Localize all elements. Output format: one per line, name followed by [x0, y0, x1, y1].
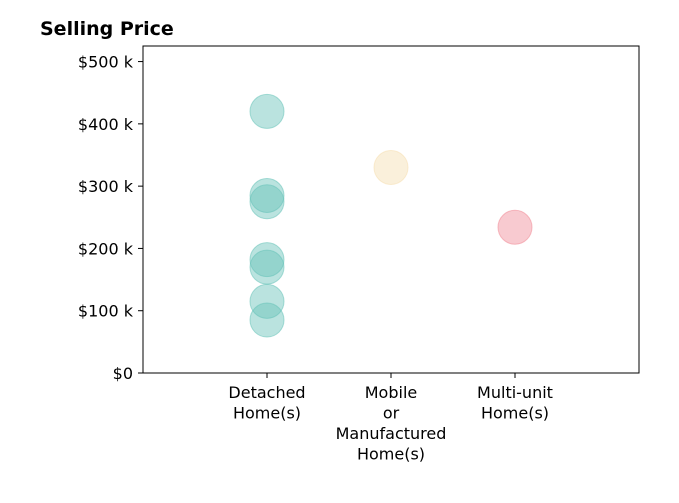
x-axis: Detached Home(s) Mobile or Manufactured Home(… [228, 373, 553, 464]
y-axis: $0 $100 k $200 k $300 k $400 k $500 k [78, 53, 143, 383]
data-points [249, 93, 533, 338]
x-tick-label: Multi-unit Home(s) [477, 383, 553, 423]
data-point [249, 242, 285, 278]
data-point [373, 149, 409, 185]
y-tick-label: $300 k [78, 177, 134, 196]
y-tick-label: $200 k [78, 239, 134, 258]
x-tick-label: Mobile or Manufactured Home(s) [336, 383, 447, 464]
y-tick-label: $400 k [78, 115, 134, 134]
y-tick-label: $100 k [78, 302, 134, 321]
plot-frame [142, 45, 640, 374]
data-point [249, 93, 285, 129]
chart-title: Selling Price [40, 18, 174, 40]
data-point [249, 302, 285, 338]
y-tick-label: $500 k [78, 53, 134, 72]
data-point [249, 184, 285, 220]
y-tick-label: $0 [113, 364, 133, 383]
x-tick-label: Detached Home(s) [228, 383, 305, 423]
data-point [249, 283, 285, 319]
data-point [497, 209, 533, 245]
data-point [249, 249, 285, 285]
